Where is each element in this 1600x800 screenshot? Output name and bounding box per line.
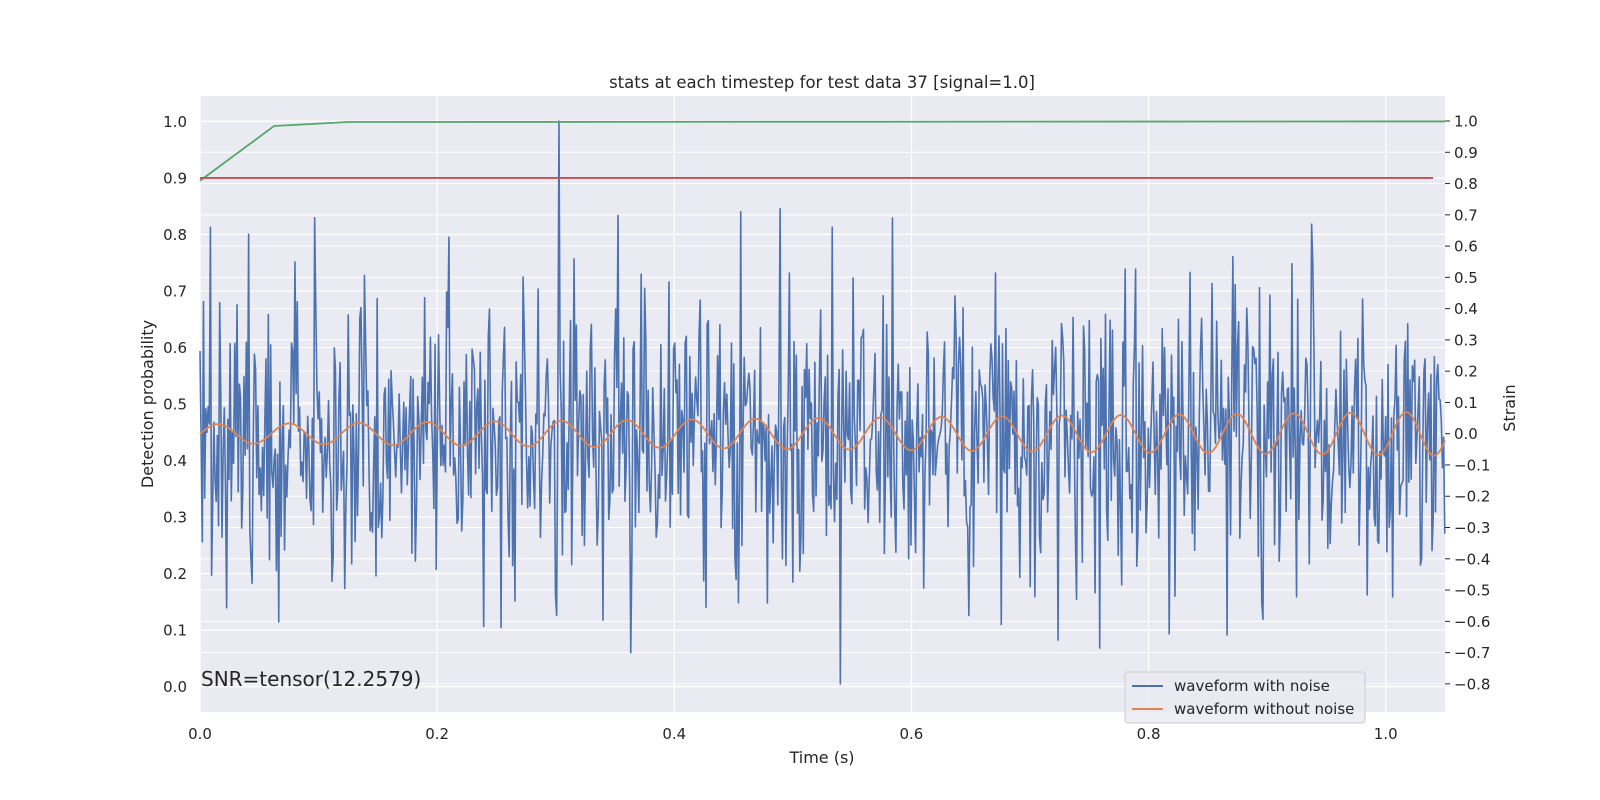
y-tick-label: 0.9 [163,169,187,187]
y2-tick-label: 0.9 [1454,144,1478,162]
y2-tick-label: 0.3 [1454,331,1478,349]
legend-label-noise: waveform with noise [1174,677,1330,695]
chart-title: stats at each timestep for test data 37 … [609,73,1035,92]
legend-label-clean: waveform without noise [1174,700,1354,718]
legend: waveform with noise waveform without noi… [1124,671,1366,724]
y2-tick-label: −0.1 [1454,456,1490,474]
x-tick-label: 1.0 [1374,725,1398,743]
legend-box [1124,671,1366,724]
y-tick-label: 0.3 [163,509,187,527]
y2-tick-label: 0.4 [1454,300,1478,318]
y2-tick-label: 0.7 [1454,206,1478,224]
y2-tick-label: −0.5 [1454,582,1490,600]
y-tick-label: 0.1 [163,622,187,640]
y2-tick-label: −0.7 [1454,644,1490,662]
x-axis-label: Time (s) [788,748,854,767]
y-tick-label: 1.0 [163,113,187,131]
y2-tick-label: −0.6 [1454,613,1490,631]
y-tick-label: 0.5 [163,396,187,414]
y-tick-label: 0.4 [163,452,187,470]
y2-axis-label: Strain [1500,384,1519,431]
y2-tick-label: 0.2 [1454,363,1478,381]
x-tick-label: 0.4 [662,725,686,743]
y2-tick-label: 0.0 [1454,425,1478,443]
y-tick-label: 0.0 [163,678,187,696]
x-tick-label: 0.0 [188,725,212,743]
y2-tick-label: 1.0 [1454,113,1478,131]
y-axis-label: Detection probability [138,320,157,488]
y-tick-label: 0.7 [163,282,187,300]
series-layer [199,120,1446,685]
y2-tick-label: −0.8 [1454,675,1490,693]
y2-tick-label: −0.2 [1454,488,1490,506]
x-tick-label: 0.2 [425,725,449,743]
ticks: 0.0 0.2 0.4 0.6 0.8 1.0 0.0 0.1 0.2 0.3 0.4 0.5 0.6 0… [163,113,1490,743]
y2-tick-label: 0.6 [1454,238,1478,256]
y2-tick-label: 0.1 [1454,394,1478,412]
x-tick-label: 0.6 [899,725,923,743]
x-tick-label: 0.8 [1137,725,1161,743]
y-tick-label: 0.2 [163,565,187,583]
y-tick-label: 0.8 [163,226,187,244]
series-line-detection-probability [199,120,1446,182]
y2-tick-label: 0.8 [1454,175,1478,193]
y2-tick-label: −0.3 [1454,519,1490,537]
series-line-waveform-without-noise [199,411,1446,457]
y2-tick-label: 0.5 [1454,269,1478,287]
y2-tick-label: −0.4 [1454,550,1490,568]
snr-annotation: SNR=tensor(12.2579) [201,667,421,691]
series-line-waveform-with-noise [199,120,1446,685]
y-tick-label: 0.6 [163,339,187,357]
